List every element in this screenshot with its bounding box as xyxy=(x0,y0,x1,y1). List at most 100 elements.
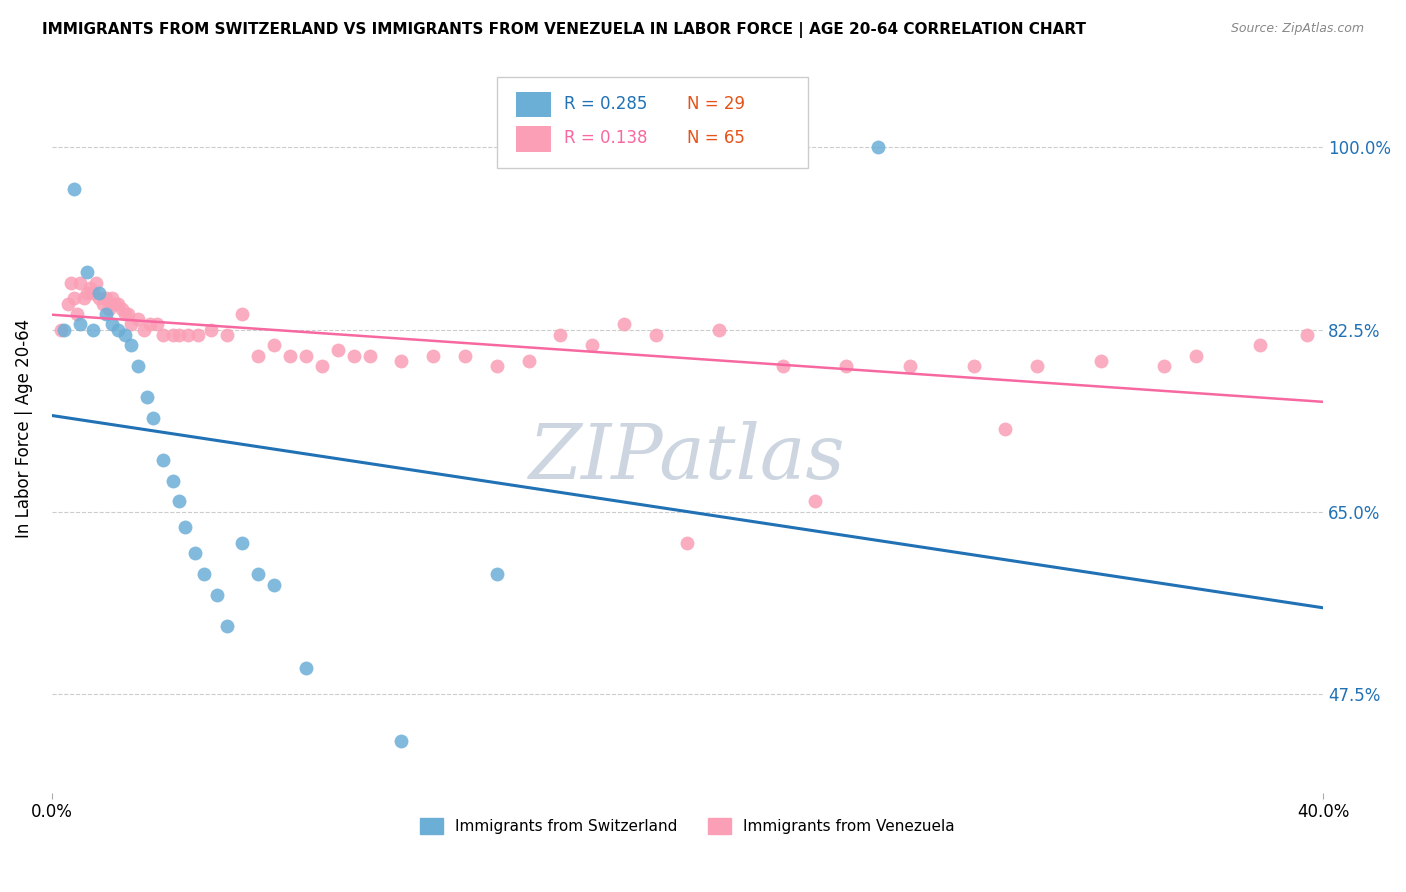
Point xyxy=(231,536,253,550)
Point xyxy=(56,296,79,310)
Text: N = 29: N = 29 xyxy=(688,95,745,113)
Point xyxy=(485,567,508,582)
Point xyxy=(359,349,381,363)
FancyBboxPatch shape xyxy=(496,78,808,169)
Point xyxy=(91,296,114,310)
Point xyxy=(94,291,117,305)
Point xyxy=(772,359,794,373)
Point xyxy=(162,327,184,342)
Point xyxy=(389,354,412,368)
Point xyxy=(84,276,107,290)
Legend: Immigrants from Switzerland, Immigrants from Venezuela: Immigrants from Switzerland, Immigrants … xyxy=(413,812,960,840)
Text: ZIPatlas: ZIPatlas xyxy=(529,421,846,495)
Point xyxy=(994,421,1017,435)
Point xyxy=(295,349,318,363)
Point xyxy=(120,338,142,352)
Point xyxy=(97,301,120,316)
Point xyxy=(454,349,477,363)
Text: R = 0.138: R = 0.138 xyxy=(564,129,648,147)
Point xyxy=(66,307,89,321)
Point xyxy=(107,296,129,310)
Point xyxy=(200,323,222,337)
Point xyxy=(152,327,174,342)
Point xyxy=(127,359,149,373)
Point xyxy=(114,307,136,321)
Point xyxy=(517,354,540,368)
Point xyxy=(76,286,98,301)
Point xyxy=(1090,354,1112,368)
Y-axis label: In Labor Force | Age 20-64: In Labor Force | Age 20-64 xyxy=(15,319,32,538)
Text: N = 65: N = 65 xyxy=(688,129,745,147)
Point xyxy=(167,494,190,508)
Point xyxy=(101,318,124,332)
Point xyxy=(205,588,228,602)
Point xyxy=(111,301,134,316)
Point xyxy=(187,327,209,342)
Point xyxy=(803,494,825,508)
Point xyxy=(231,307,253,321)
Point xyxy=(263,578,285,592)
Point xyxy=(76,265,98,279)
Point xyxy=(69,318,91,332)
FancyBboxPatch shape xyxy=(516,126,551,152)
Point xyxy=(389,734,412,748)
Point xyxy=(247,567,270,582)
Point xyxy=(1249,338,1271,352)
Point xyxy=(167,327,190,342)
Point xyxy=(132,323,155,337)
Point xyxy=(152,452,174,467)
Point xyxy=(550,327,572,342)
Point xyxy=(581,338,603,352)
Point xyxy=(295,661,318,675)
Point xyxy=(676,536,699,550)
Point xyxy=(962,359,984,373)
Point xyxy=(101,291,124,305)
Point xyxy=(215,327,238,342)
Point xyxy=(59,276,82,290)
Point xyxy=(53,323,76,337)
Point xyxy=(1026,359,1049,373)
Point xyxy=(193,567,215,582)
Point xyxy=(184,546,207,560)
Point xyxy=(868,140,890,154)
Point xyxy=(51,323,73,337)
Point xyxy=(326,343,349,358)
Point xyxy=(117,307,139,321)
Point xyxy=(1153,359,1175,373)
Point xyxy=(127,312,149,326)
Point xyxy=(898,359,921,373)
Point xyxy=(79,281,101,295)
Point xyxy=(278,349,301,363)
Point xyxy=(136,390,159,404)
Point xyxy=(343,349,366,363)
Point xyxy=(120,318,142,332)
Point xyxy=(215,619,238,633)
Point xyxy=(82,286,104,301)
Point xyxy=(72,291,94,305)
Point xyxy=(177,327,200,342)
Point xyxy=(139,318,162,332)
Point xyxy=(247,349,270,363)
Point xyxy=(114,327,136,342)
Point xyxy=(94,307,117,321)
Point xyxy=(107,323,129,337)
Text: R = 0.285: R = 0.285 xyxy=(564,95,648,113)
Point xyxy=(422,349,444,363)
FancyBboxPatch shape xyxy=(516,92,551,117)
Point xyxy=(644,327,666,342)
Point xyxy=(709,323,731,337)
Point xyxy=(142,411,165,425)
Point xyxy=(104,296,127,310)
Point xyxy=(1296,327,1319,342)
Point xyxy=(89,286,111,301)
Text: IMMIGRANTS FROM SWITZERLAND VS IMMIGRANTS FROM VENEZUELA IN LABOR FORCE | AGE 20: IMMIGRANTS FROM SWITZERLAND VS IMMIGRANT… xyxy=(42,22,1087,38)
Point xyxy=(82,323,104,337)
Point xyxy=(485,359,508,373)
Point xyxy=(89,291,111,305)
Point xyxy=(613,318,636,332)
Point xyxy=(263,338,285,352)
Text: Source: ZipAtlas.com: Source: ZipAtlas.com xyxy=(1230,22,1364,36)
Point xyxy=(145,318,167,332)
Point xyxy=(162,474,184,488)
Point xyxy=(174,520,197,534)
